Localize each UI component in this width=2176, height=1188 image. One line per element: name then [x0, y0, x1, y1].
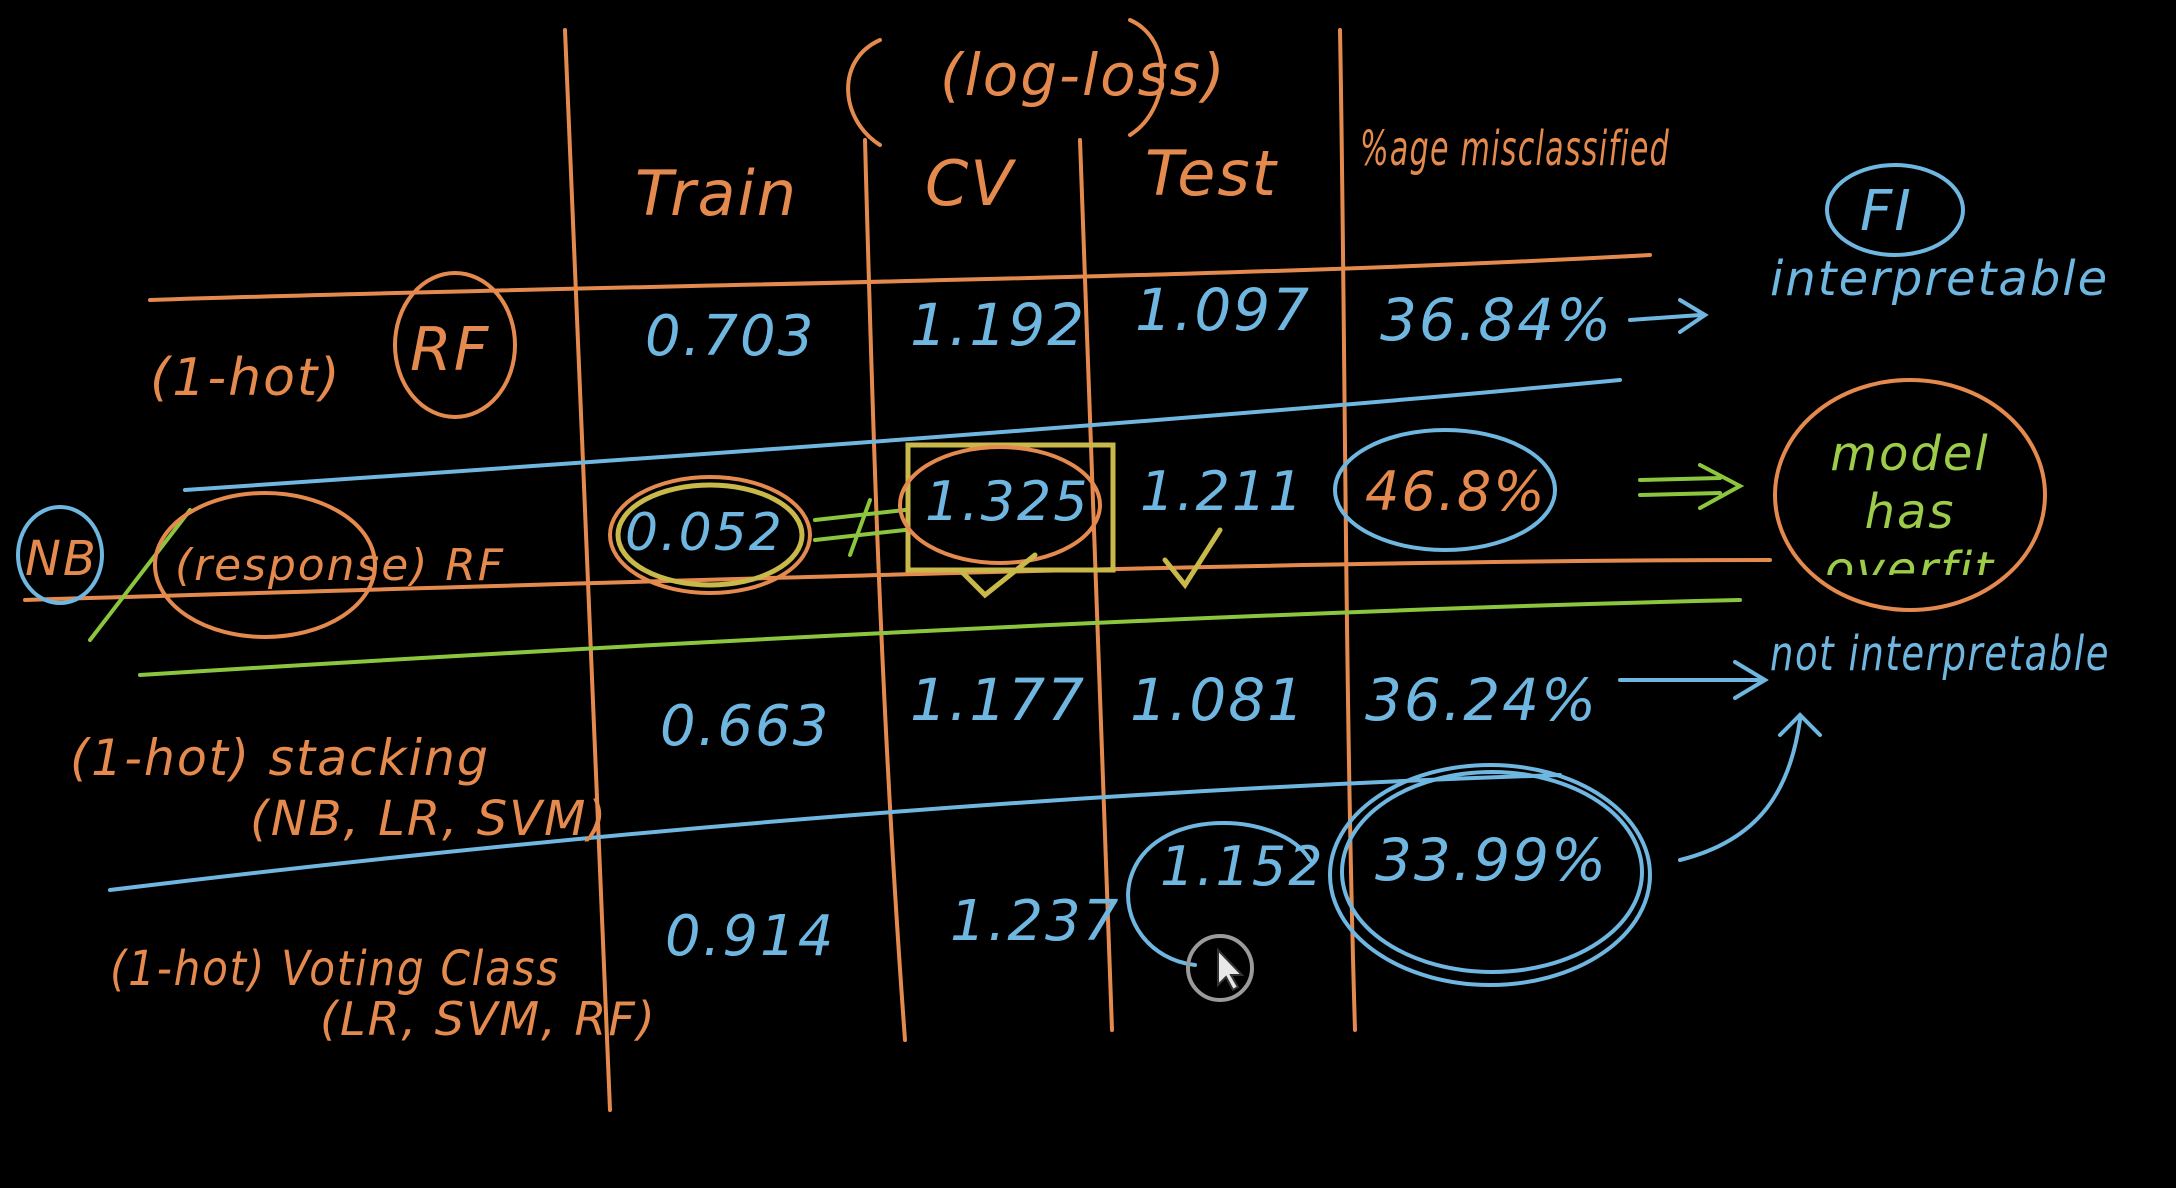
row1-label-a: (1-hot) [150, 348, 342, 408]
fi-circle [1825, 163, 1965, 257]
row2-train: 0.052 [625, 503, 784, 563]
row1-note: interpretable [1770, 251, 2109, 307]
row2-train-circle [608, 475, 812, 595]
row1-test: 1.097 [1135, 276, 1311, 344]
log-loss-label: (log-loss) [940, 41, 1227, 109]
rf-circle [393, 271, 517, 419]
row3-label-a: (1-hot) stacking [70, 729, 490, 787]
row4-pct: 33.99% [1375, 826, 1608, 894]
row3-cv: 1.177 [910, 666, 1086, 734]
row4-test-loop [1126, 820, 1312, 967]
row4-test: 1.152 [1160, 835, 1325, 898]
row4-label-a: (1-hot) Voting Class [110, 941, 560, 997]
row1-train: 0.703 [645, 304, 815, 369]
row2-arrow [1638, 463, 1745, 510]
row-line-2 [183, 378, 1622, 492]
row2-cv-circle [898, 445, 1102, 565]
row3-test: 1.081 [1130, 666, 1306, 734]
row3-arrow [1618, 660, 1769, 700]
column-cv: CV [925, 147, 1017, 220]
row1-label-b: RF [410, 315, 490, 385]
row2-cv: 1.325 [925, 470, 1090, 533]
row2-not-equal [813, 498, 907, 557]
row2-test: 1.211 [1140, 460, 1305, 523]
row4-cv: 1.237 [950, 889, 1120, 954]
overfit-circle [1773, 378, 2047, 612]
row2-label-a: NB [25, 531, 98, 587]
nb-circle [16, 505, 104, 605]
column-test: Test [1145, 137, 1279, 210]
column-train: Train [635, 157, 798, 230]
column-pct-misclassified: %age misclassified [1360, 121, 1670, 177]
nb-cross [88, 508, 192, 642]
row2-test-check [1162, 527, 1223, 590]
row3-note: not interpretable [1770, 626, 2110, 682]
divider-train-cv [863, 138, 907, 1042]
row2-cv-check [957, 552, 1038, 599]
divider-test-pct [1338, 28, 1357, 1032]
divider-cv-test [1078, 138, 1114, 1032]
row4-label-b: (LR, SVM, RF) [320, 992, 657, 1046]
row2-label-b: (response) RF [175, 540, 505, 591]
log-loss-bracket [846, 18, 1164, 147]
row2-train-circle-inner [615, 482, 805, 588]
mouse-cursor-icon [1186, 934, 1254, 1002]
row-line-4 [138, 598, 1742, 677]
row1-cv: 1.192 [910, 291, 1086, 359]
divider-label-train [563, 28, 612, 1112]
row4-pct-circle [1328, 763, 1652, 987]
row3-label-b: (NB, LR, SVM) [250, 791, 608, 847]
row4-to-note-arrow [1678, 712, 1822, 862]
row2-note: model has overfit [1824, 426, 1996, 575]
row3-train: 0.663 [660, 694, 830, 759]
row1-arrow [1628, 298, 1709, 334]
row2-cv-box [905, 442, 1116, 573]
row-line-1 [148, 253, 1652, 302]
row2-pct-circle [1333, 428, 1557, 552]
row-line-5 [108, 773, 1562, 892]
row2-pct: 46.8% [1365, 460, 1547, 523]
row2-note-container: model has overfit [1824, 426, 1996, 575]
row3-pct: 36.24% [1365, 666, 1598, 734]
row4-pct-circle-inner [1340, 770, 1644, 974]
row1-pct: 36.84% [1380, 286, 1613, 354]
response-circle [153, 491, 377, 639]
row4-train: 0.914 [665, 904, 835, 969]
fi-label: FI [1860, 179, 1913, 244]
